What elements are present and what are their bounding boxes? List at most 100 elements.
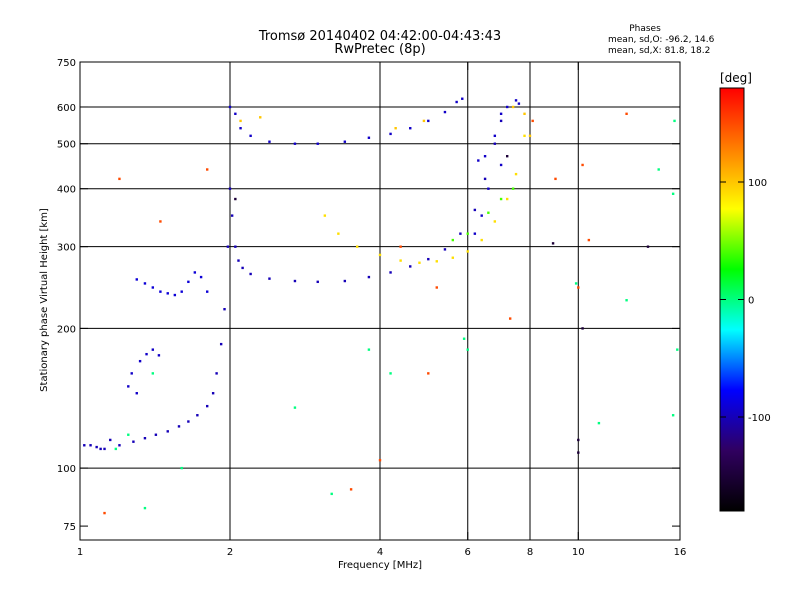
y-tick-label: 300 [57,243,76,254]
data-point [451,256,455,259]
data-point [505,154,509,158]
y-tick-labels: 75 100 200 300 400 500 600 750 [57,58,76,533]
data-point [118,444,121,447]
data-point [435,286,438,289]
data-point [554,177,557,181]
data-point [237,259,240,262]
stats-line-x: mean, sd,X: 81.8, 18.2 [608,46,710,56]
data-point [293,142,297,145]
data-point [499,119,503,123]
data-point [389,132,392,136]
colorbar: 100 0 -100 [719,87,771,512]
data-point [473,232,477,235]
data-point [130,372,133,375]
data-point [574,282,578,285]
data-point [676,348,679,351]
data-point [625,299,628,302]
chart-title: Tromsø 20140402 04:42:00-04:43:43 [258,29,501,44]
data-point [389,271,392,274]
data-point [343,279,347,283]
data-point [293,279,297,283]
data-point [499,112,503,116]
data-point [657,168,660,171]
data-point [409,265,412,268]
data-point [577,438,580,442]
data-point [577,286,580,289]
data-point [230,214,234,217]
data-point [459,232,462,235]
data-point [367,136,371,139]
data-point [138,359,142,363]
data-point [577,451,580,454]
chart-subtitle: RwPretec (8p) [334,42,425,57]
stats-line-o: mean, sd,O: -96.2, 14.6 [608,35,715,45]
data-point [226,245,230,248]
data-point [89,444,92,447]
x-tick-label: 8 [527,547,533,558]
x-tick-labels: 1 2 4 6 8 10 16 [77,547,687,558]
data-point [205,404,209,408]
x-tick-label: 4 [377,547,383,558]
data-point [517,102,521,105]
x-axis-label: Frequency [MHz] [338,560,422,571]
data-point [143,282,147,285]
data-point [323,214,327,217]
data-point [135,278,138,281]
grid [80,62,680,540]
data-point [435,260,438,263]
data-point [443,110,447,114]
data-point [166,430,169,433]
data-point [330,492,333,496]
data-point [173,293,177,297]
data-point [215,372,218,375]
data-point [531,119,534,123]
data-point [259,116,262,119]
data-points [83,97,679,515]
data-point [399,245,402,248]
colorbar-tick-label: 0 [748,296,754,307]
data-point [505,105,509,109]
data-point [418,261,421,264]
data-point [466,232,469,235]
data-point [378,459,382,462]
x-tick-label: 6 [465,547,471,558]
data-point [99,447,102,451]
data-point [378,253,382,257]
colorbar-tick-label: 100 [748,178,767,189]
data-point [646,245,650,248]
data-point [157,354,161,357]
data-point [293,406,297,409]
data-point [355,245,359,248]
data-point [443,248,447,251]
data-point [487,211,490,214]
data-point [483,154,487,158]
data-point [83,444,86,447]
data-point [483,177,487,181]
data-point [177,425,181,428]
data-point [427,372,430,375]
data-point [461,97,464,100]
data-point [143,436,147,440]
data-point [422,119,426,123]
data-point [151,372,155,375]
data-point [241,266,244,270]
data-point [477,159,480,162]
data-point [455,100,458,104]
data-point [239,119,242,123]
data-point [511,105,515,109]
data-point [493,220,497,223]
data-point [597,421,601,425]
data-point [143,506,147,510]
data-point [103,511,106,515]
data-point [316,142,319,145]
x-tick-label: 10 [572,547,585,558]
data-point [180,466,183,470]
x-tick-label: 1 [77,547,83,558]
data-point [187,420,190,423]
data-point [499,197,503,201]
y-tick-label: 600 [57,103,76,114]
data-point [514,99,518,102]
data-point [480,214,483,217]
